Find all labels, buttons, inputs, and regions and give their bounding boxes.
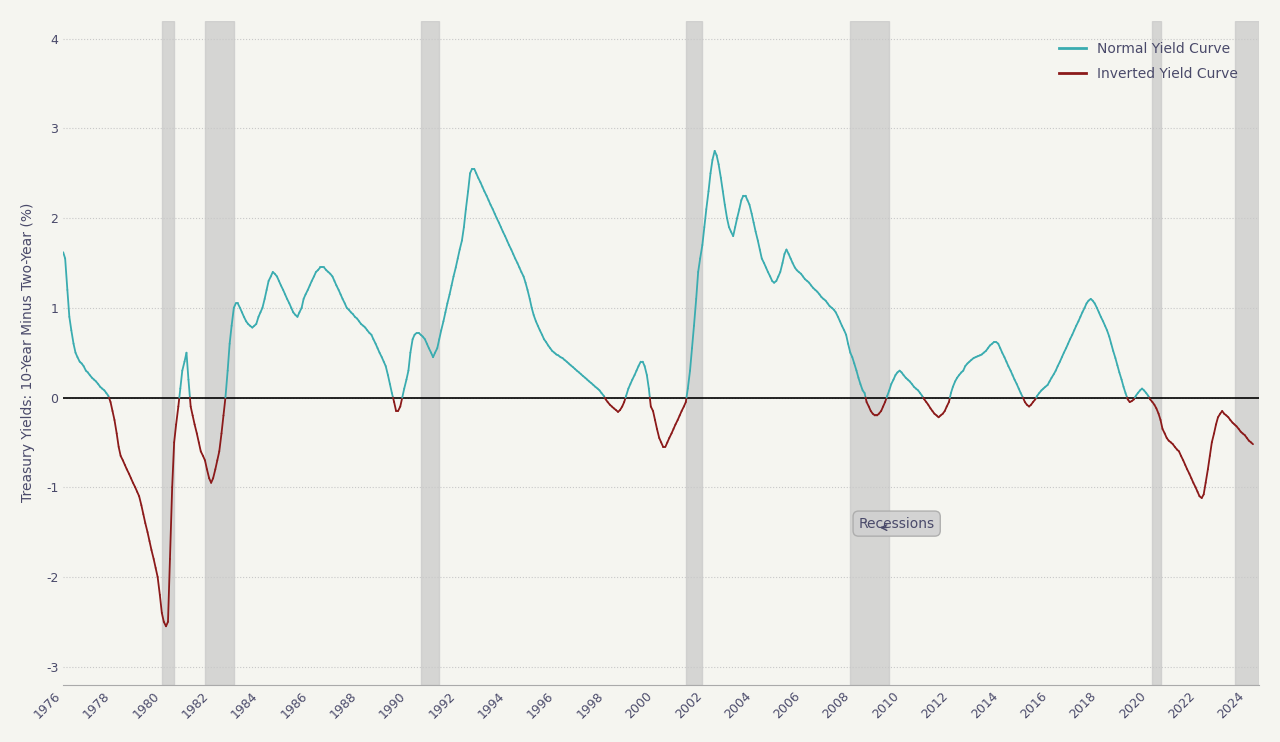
- Bar: [1152, 21, 1161, 685]
- Bar: [1234, 21, 1260, 685]
- Bar: [421, 21, 439, 685]
- Text: Recessions: Recessions: [859, 516, 934, 531]
- Y-axis label: Treasury Yields: 10-Year Minus Two-Year (%): Treasury Yields: 10-Year Minus Two-Year …: [20, 203, 35, 502]
- Bar: [686, 21, 703, 685]
- Bar: [205, 21, 234, 685]
- Bar: [850, 21, 890, 685]
- Legend: Normal Yield Curve, Inverted Yield Curve: Normal Yield Curve, Inverted Yield Curve: [1044, 27, 1252, 95]
- Bar: [161, 21, 174, 685]
